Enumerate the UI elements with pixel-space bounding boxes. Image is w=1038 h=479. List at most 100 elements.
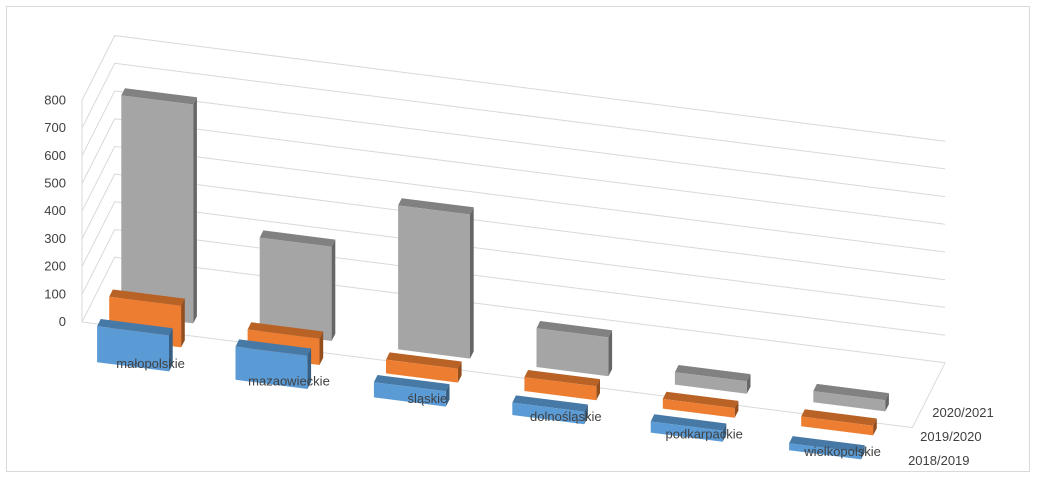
y-tick-label: 300 <box>44 231 66 246</box>
bar <box>97 319 173 372</box>
bar-layer <box>97 88 889 460</box>
bar-top <box>121 88 197 105</box>
bar-top <box>97 319 173 336</box>
bar-top <box>662 391 739 409</box>
bar-front <box>524 377 597 401</box>
bar-top <box>512 395 588 412</box>
bar <box>674 365 751 394</box>
bar-front <box>662 398 735 418</box>
y-tick-label: 400 <box>44 203 66 218</box>
bar <box>386 352 462 383</box>
bar-front <box>398 205 470 359</box>
bar-front <box>235 346 308 389</box>
gridline <box>81 145 946 253</box>
category-labels: małopolskie mazaowieckie śląskie dolnośląsk… <box>116 356 881 459</box>
gridline <box>81 90 946 198</box>
series-labels: 2018/2019 2019/2020 2020/2021 <box>908 405 994 468</box>
bar-top <box>109 289 185 306</box>
bar-side <box>734 400 739 418</box>
bar <box>235 339 312 389</box>
bar <box>512 395 588 425</box>
bar <box>373 375 450 407</box>
bar-top <box>247 322 324 339</box>
bar-front <box>789 443 861 460</box>
bar-side <box>445 384 450 407</box>
bar-top <box>259 230 336 247</box>
category-label: dolnośląskie <box>530 409 602 424</box>
category-label: podkarpackie <box>666 426 743 441</box>
bar-side <box>319 331 324 365</box>
bar-side <box>873 418 877 436</box>
gridline <box>81 201 946 308</box>
bar <box>524 370 600 401</box>
bar <box>662 391 739 418</box>
bar-front <box>801 416 874 436</box>
bar-top <box>373 375 450 392</box>
gridline <box>81 173 946 281</box>
bar-front <box>674 372 747 394</box>
bar-top <box>235 339 312 356</box>
gridline <box>81 35 946 142</box>
bar-side <box>470 207 474 359</box>
bar-top <box>536 321 613 338</box>
bar-top <box>386 352 462 369</box>
y-tick-label: 100 <box>44 286 66 301</box>
y-tick-label: 0 <box>59 314 66 329</box>
bar-front <box>650 421 723 442</box>
bar-front <box>373 382 446 407</box>
series-label: 2019/2020 <box>920 429 981 444</box>
bar-side <box>584 404 588 425</box>
bar-front <box>97 326 169 372</box>
category-label: mazaowieckie <box>248 374 330 389</box>
bar-top <box>650 414 727 431</box>
bar-front <box>536 328 609 377</box>
y-tick-label: 800 <box>44 92 66 107</box>
bar <box>813 383 889 412</box>
bar-side <box>331 239 336 341</box>
bar-side <box>457 361 462 383</box>
y-tick-label: 600 <box>44 148 66 163</box>
floor-edge <box>81 321 946 429</box>
bar-front <box>121 95 194 324</box>
bar-side <box>746 374 751 394</box>
bar-top <box>801 409 877 426</box>
bar-side <box>169 328 173 372</box>
bar <box>259 230 336 341</box>
category-label: wielkopolskie <box>803 444 881 459</box>
category-label: śląskie <box>408 391 448 406</box>
series-label: 2020/2021 <box>932 405 993 420</box>
bar <box>789 436 865 460</box>
bar-front <box>259 237 332 341</box>
y-axis-ticks: 0 100 200 300 400 500 600 700 800 <box>44 92 66 329</box>
bar <box>398 198 474 359</box>
bar-front <box>813 391 886 412</box>
bar-top <box>398 198 474 215</box>
gridline <box>81 62 946 170</box>
series-label: 2018/2019 <box>908 453 969 468</box>
gridline <box>81 118 946 225</box>
bar-side <box>193 97 197 324</box>
bar-side <box>861 445 865 460</box>
y-tick-label: 200 <box>44 259 66 274</box>
bar-side <box>181 298 185 348</box>
y-tick-label: 700 <box>44 120 66 135</box>
bar-side <box>596 379 600 401</box>
bar <box>121 88 197 324</box>
bar-top <box>789 436 865 453</box>
category-label: małopolskie <box>116 356 185 371</box>
bar-front <box>386 359 458 383</box>
bar-top <box>524 370 600 387</box>
grid-layer <box>81 35 946 429</box>
bar <box>801 409 877 436</box>
bar <box>650 414 727 442</box>
bar-side <box>885 393 889 412</box>
bar-top <box>674 365 751 382</box>
bar-side <box>722 423 727 442</box>
bar-side <box>307 348 312 389</box>
gridline <box>81 228 946 336</box>
gridline <box>81 256 946 364</box>
bar-front <box>512 402 585 425</box>
bar-top <box>813 383 889 401</box>
bar <box>536 321 613 377</box>
